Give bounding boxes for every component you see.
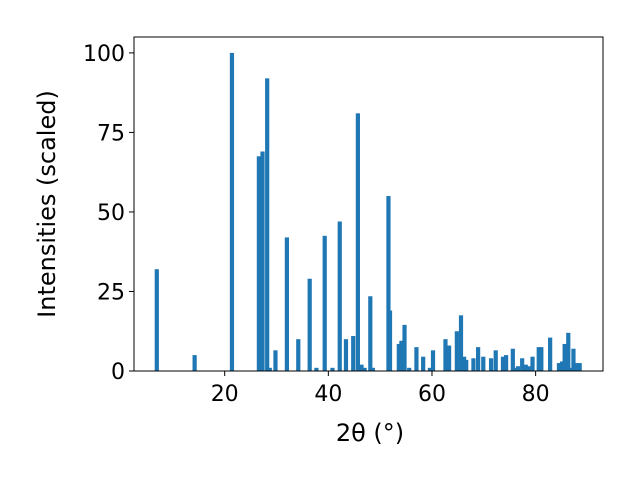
bar xyxy=(256,156,261,371)
bar xyxy=(454,331,459,371)
bar xyxy=(500,356,506,371)
y-tick-label: 25 xyxy=(97,280,125,305)
bar xyxy=(260,151,265,371)
bar xyxy=(307,278,312,371)
bar xyxy=(520,358,525,371)
bar xyxy=(337,221,342,371)
bar xyxy=(427,367,433,371)
y-tick-label: 100 xyxy=(83,42,125,67)
bar xyxy=(421,356,426,371)
bar xyxy=(503,355,509,371)
bar xyxy=(559,361,565,371)
bar xyxy=(476,347,481,371)
bar xyxy=(387,310,393,371)
bar xyxy=(488,358,494,371)
bar xyxy=(267,367,272,371)
bar xyxy=(399,340,404,371)
bar xyxy=(370,367,375,371)
bar xyxy=(523,364,528,371)
bar xyxy=(343,339,349,371)
bar xyxy=(229,52,235,372)
y-tick-label: 50 xyxy=(97,201,125,226)
bar xyxy=(573,363,579,371)
bar xyxy=(548,337,553,371)
bar xyxy=(515,366,521,371)
bar xyxy=(539,347,544,371)
bar xyxy=(446,345,452,371)
bar-series xyxy=(154,52,582,372)
bar xyxy=(192,355,197,371)
bar xyxy=(493,350,498,371)
y-tick-label: 0 xyxy=(111,360,125,385)
bar xyxy=(368,296,373,371)
bar xyxy=(386,196,391,371)
x-tick-label: 20 xyxy=(211,382,239,407)
y-axis-title: Intensities (scaled) xyxy=(33,90,61,318)
bar xyxy=(322,235,327,371)
bar xyxy=(396,343,401,371)
bar xyxy=(296,339,301,371)
bar xyxy=(566,332,571,371)
bar xyxy=(562,343,567,371)
bar xyxy=(355,113,360,371)
bar xyxy=(407,367,412,371)
bar xyxy=(351,336,356,371)
x-axis: 20 40 60 80 xyxy=(211,371,550,407)
x-tick-label: 60 xyxy=(418,382,446,407)
y-tick-label: 75 xyxy=(97,121,125,146)
bar xyxy=(273,350,278,371)
y-axis: 0 25 50 75 100 xyxy=(83,42,134,385)
bar xyxy=(359,364,364,371)
bar xyxy=(536,347,541,371)
bar xyxy=(464,359,469,371)
bar xyxy=(284,237,289,371)
bar xyxy=(471,358,476,371)
bar xyxy=(414,347,419,371)
bar xyxy=(154,269,159,371)
bar xyxy=(330,367,335,371)
bar xyxy=(458,315,464,371)
bar xyxy=(556,363,562,371)
bar xyxy=(265,78,270,371)
plot-frame xyxy=(133,36,604,372)
x-tick-label: 80 xyxy=(522,382,550,407)
bar xyxy=(530,356,535,371)
x-tick-label: 40 xyxy=(314,382,342,407)
bar xyxy=(577,363,582,371)
bar xyxy=(443,339,448,371)
bar xyxy=(314,367,319,371)
bar xyxy=(568,367,573,371)
bar xyxy=(402,324,407,371)
bar xyxy=(510,348,515,371)
bar xyxy=(526,366,531,371)
x-axis-title: 2θ (°) xyxy=(336,419,404,447)
bar xyxy=(571,348,576,371)
bar xyxy=(481,356,486,371)
bar xyxy=(430,350,436,371)
bar xyxy=(362,367,367,371)
